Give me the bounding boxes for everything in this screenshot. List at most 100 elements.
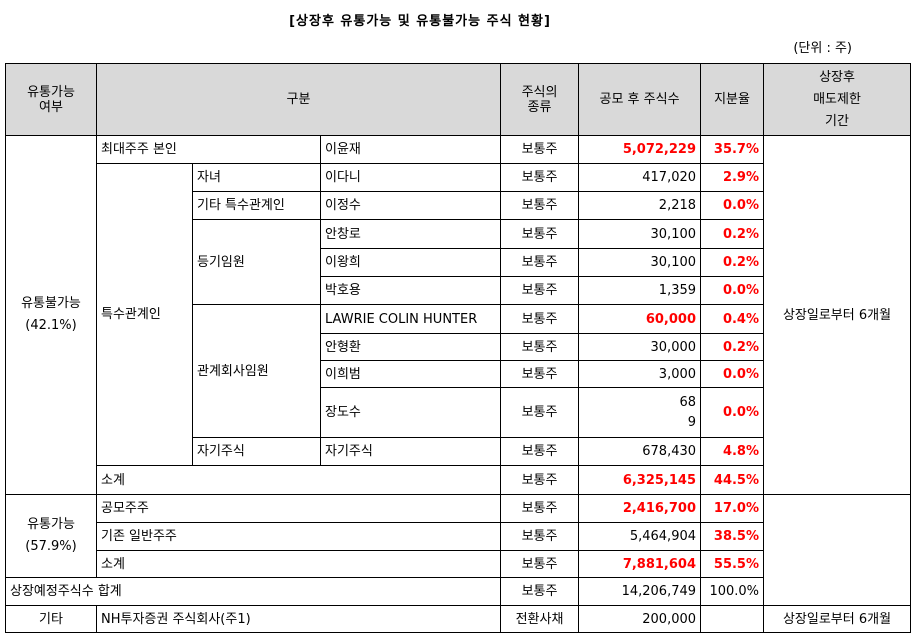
holder-name: 이희범: [319, 360, 502, 388]
share-count: 30,100: [578, 219, 702, 249]
header-status: 유통가능 여부: [5, 63, 97, 136]
holder-name: 이왕희: [319, 248, 502, 277]
stock-type: 보통주: [500, 333, 580, 361]
stock-type: 보통주: [500, 248, 580, 277]
share-count: 60,000: [578, 304, 702, 334]
share-count: 5,464,904: [578, 522, 702, 551]
share-count: 7,881,604: [578, 550, 702, 578]
subtotal-label: 소계: [95, 550, 502, 578]
share-count: 417,020: [578, 163, 702, 192]
ownership-pct: 44.5%: [700, 465, 765, 495]
registered-exec-label: 등기임원: [192, 219, 321, 305]
table-row: 안형환 보통주 30,000 0.2%: [6, 333, 911, 361]
holder-name: 이다니: [319, 163, 502, 192]
holder-name: 박호용: [319, 276, 502, 305]
category-label: 기존 일반주주: [95, 522, 502, 551]
share-count: 30,000: [578, 333, 702, 361]
child-label: 자녀: [192, 163, 321, 192]
ownership-pct: 17.0%: [700, 494, 765, 523]
stock-type: 보통주: [500, 465, 580, 495]
treasury-label: 자기주식: [192, 437, 321, 466]
ownership-pct: 0.0%: [700, 276, 765, 305]
stock-type: 보통주: [500, 577, 580, 606]
ownership-pct: 0.0%: [700, 360, 765, 388]
tradable-label: 유통가능 (57.9%): [5, 494, 97, 578]
ownership-pct: 0.2%: [700, 219, 765, 249]
non-tradable-restriction: 상장일로부터 6개월: [763, 135, 912, 495]
holder-name: 이윤재: [319, 135, 502, 164]
stock-type: 전환사채: [500, 605, 580, 633]
non-tradable-label: 유통불가능 (42.1%): [5, 135, 97, 495]
unit-label: (단위 : 주): [793, 41, 852, 56]
stock-type: 보통주: [500, 494, 580, 523]
share-count: 2,218: [578, 191, 702, 220]
share-count: 14,206,749: [578, 577, 702, 606]
largest-holder-label: 최대주주 본인: [96, 135, 321, 164]
holder-name: 안창로: [319, 219, 502, 249]
share-status-table: 유통가능 여부 구분 주식의 종류 공모 후 주식수 지분율 상장후 매도제한 …: [4, 63, 912, 633]
stock-type: 보통주: [500, 522, 580, 551]
affiliate-exec-label: 관계회사임원: [192, 304, 321, 438]
stock-type: 보통주: [500, 360, 580, 388]
share-count: 1,359: [578, 276, 702, 305]
share-count: 2,416,700: [578, 494, 702, 523]
other-label: 기타: [5, 605, 97, 633]
ownership-pct: 2.9%: [700, 163, 765, 192]
other-related-label: 기타 특수관계인: [192, 191, 321, 220]
holder-name: LAWRIE COLIN HUNTER: [319, 304, 502, 334]
table-row: 소계 보통주 6,325,145 44.5%: [6, 465, 911, 495]
share-count: 200,000: [578, 605, 702, 633]
table-row: 기존 일반주주 보통주 5,464,904 38.5%: [6, 522, 911, 551]
share-count: 3,000: [578, 360, 702, 388]
table-row: 기타 NH투자증권 주식회사(주1) 전환사채 200,000 상장일로부터 6…: [5, 605, 912, 633]
ownership-pct: [700, 605, 765, 633]
other-restriction: 상장일로부터 6개월: [763, 605, 912, 633]
stock-type: 보통주: [500, 304, 580, 334]
header-category: 구분: [95, 63, 502, 136]
ownership-pct: 35.7%: [700, 135, 765, 164]
stock-type: 보통주: [500, 219, 580, 249]
table-row: 소계 보통주 7,881,604 55.5%: [6, 550, 911, 578]
ownership-pct: 0.4%: [700, 304, 765, 334]
ownership-pct: 0.2%: [700, 333, 765, 361]
ownership-pct: 55.5%: [700, 550, 765, 578]
subtotal-label: 소계: [95, 465, 502, 495]
table-row: 유통불가능 (42.1%) 최대주주 본인 이윤재 보통주 5,072,229 …: [5, 135, 912, 495]
table-row: 유통가능 (57.9%) 공모주주 보통주 2,416,700 17.0%: [5, 494, 912, 606]
table-row: 기타 특수관계인 이정수 보통주 2,218 0.0%: [6, 191, 911, 220]
table-title: [상장후 유통가능 및 유통불가능 주식 현황]: [289, 14, 551, 29]
ownership-pct: 0.0%: [700, 191, 765, 220]
table-row: 등기임원 안창로 보통주 30,100 0.2%: [6, 219, 911, 305]
holder-name: 장도수: [319, 387, 502, 438]
ownership-pct: 0.2%: [700, 248, 765, 277]
header-shares: 공모 후 주식수: [578, 63, 702, 136]
stock-type: 보통주: [500, 276, 580, 305]
related-party-label: 특수관계인: [96, 163, 193, 466]
table-row: 장도수 보통주 68 9 0.0%: [6, 387, 911, 438]
share-count: 5,072,229: [578, 135, 702, 164]
category-label: 공모주주: [95, 494, 502, 523]
stock-type: 보통주: [500, 387, 580, 438]
table-row: 박호용 보통주 1,359 0.0%: [6, 276, 911, 305]
share-count: 6,325,145: [578, 465, 702, 495]
share-count: 678,430: [578, 437, 702, 466]
total-label: 상장예정주식수 합계: [4, 577, 502, 606]
header-stock-type: 주식의 종류: [500, 63, 580, 136]
header-ownership: 지분율: [700, 63, 765, 136]
stock-type: 보통주: [500, 550, 580, 578]
ownership-pct: 38.5%: [700, 522, 765, 551]
ownership-pct: 4.8%: [700, 437, 765, 466]
ownership-pct: 0.0%: [700, 387, 765, 438]
table-row: 관계회사임원 LAWRIE COLIN HUNTER 보통주 60,000 0.…: [6, 304, 911, 438]
share-count: 68 9: [578, 387, 702, 438]
table-row: 상장예정주식수 합계 보통주 14,206,749 100.0%: [4, 577, 911, 606]
table-row: 이왕희 보통주 30,100 0.2%: [6, 248, 911, 277]
holder-name: 안형환: [319, 333, 502, 361]
share-count: 30,100: [578, 248, 702, 277]
holder-name: 이정수: [319, 191, 502, 220]
ownership-pct: 100.0%: [700, 577, 765, 606]
stock-type: 보통주: [500, 135, 580, 164]
header-restriction: 상장후 매도제한 기간: [763, 63, 912, 136]
stock-type: 보통주: [500, 191, 580, 220]
holder-name: 자기주식: [319, 437, 502, 466]
